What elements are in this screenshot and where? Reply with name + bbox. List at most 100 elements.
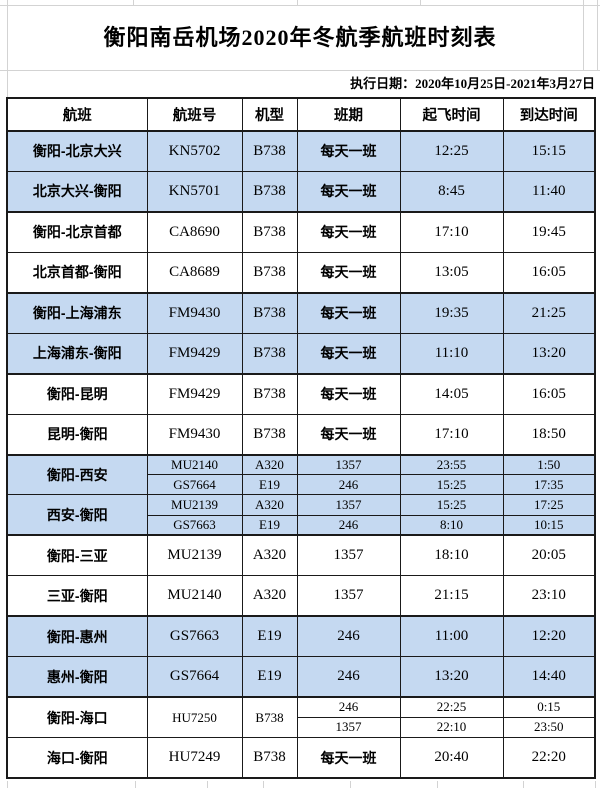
departure-cell: 8:10 — [399, 514, 504, 536]
arrival-cell: 21:25 — [502, 291, 596, 334]
arrival-cell: 13:20 — [502, 332, 596, 375]
col-header-flight-no: 航班号 — [146, 97, 243, 132]
table-row: GS7663 E19 246 8:10 10:15 — [7, 514, 596, 536]
col-header-departure: 起飞时间 — [399, 97, 504, 132]
departure-cell: 12:25 — [399, 129, 504, 172]
aircraft-cell: E19 — [241, 615, 298, 658]
departure-cell: 20:40 — [399, 737, 504, 779]
days-cell: 每天一班 — [296, 737, 401, 779]
route-cell: 上海浦东-衡阳 — [6, 332, 148, 375]
arrival-cell: 16:05 — [502, 251, 596, 294]
days-cell: 1357 — [296, 534, 401, 577]
departure-cell: 23:55 — [399, 453, 504, 476]
arrival-cell: 23:10 — [502, 575, 596, 617]
gridline — [7, 0, 8, 97]
gridline — [420, 0, 421, 5]
arrival-cell: 14:40 — [502, 656, 596, 698]
arrival-cell: 17:25 — [502, 494, 596, 516]
table-row: 衡阳-西安 MU2140 A320 1357 23:55 1:50 — [6, 453, 596, 496]
gridline — [263, 781, 264, 788]
departure-cell: 8:45 — [399, 170, 504, 213]
flight-no-cell: MU2140 — [146, 453, 243, 476]
arrival-cell: 22:20 — [502, 737, 596, 779]
flight-no-cell: GS7663 — [146, 615, 243, 658]
departure-cell: 15:25 — [399, 474, 504, 496]
route-cell: 三亚-衡阳 — [6, 575, 148, 617]
table-row: 衡阳-上海浦东 FM9430 B738 每天一班 19:35 21:25 — [6, 291, 596, 334]
days-cell: 每天一班 — [296, 372, 401, 415]
arrival-cell: 0:15 — [502, 696, 596, 718]
col-header-days: 班期 — [296, 97, 401, 132]
departure-cell: 17:10 — [399, 413, 504, 456]
flight-schedule-table: 航班 航班号 机型 班期 起飞时间 到达时间 衡阳-北京大兴 KN5702 B738… — [6, 97, 596, 779]
aircraft-cell: B738 — [241, 251, 298, 294]
route-cell: 衡阳-北京首都 — [6, 210, 148, 253]
flight-no-cell: FM9429 — [146, 372, 243, 415]
effective-date-note: 执行日期：2020年10月25日-2021年3月27日 — [350, 76, 595, 91]
aircraft-cell: B738 — [241, 332, 298, 375]
days-cell: 1357 — [296, 716, 401, 739]
arrival-cell: 20:05 — [502, 534, 596, 577]
flight-no-cell: FM9430 — [146, 291, 243, 334]
flight-no-cell: MU2140 — [146, 575, 243, 617]
gridline — [583, 0, 584, 70]
flight-no-cell: GS7664 — [146, 474, 243, 496]
aircraft-cell: A320 — [241, 534, 298, 577]
page-title: 衡阳南岳机场2020年冬航季航班时刻表 — [103, 25, 497, 50]
arrival-cell: 12:20 — [502, 615, 596, 658]
table-row: 北京大兴-衡阳 KN5701 B738 每天一班 8:45 11:40 — [6, 170, 596, 213]
flight-no-cell: GS7664 — [146, 656, 243, 698]
route-cell: 海口-衡阳 — [6, 737, 148, 779]
departure-cell: 17:10 — [399, 210, 504, 253]
days-cell: 每天一班 — [296, 170, 401, 213]
days-cell: 246 — [296, 696, 401, 718]
arrival-cell: 15:15 — [502, 129, 596, 172]
gridline — [133, 0, 134, 5]
aircraft-cell: E19 — [241, 474, 298, 496]
arrival-cell: 23:50 — [502, 716, 596, 739]
table-header-row: 航班 航班号 机型 班期 起飞时间 到达时间 — [6, 97, 596, 132]
gridline — [135, 781, 136, 788]
route-cell: 衡阳-海口 — [6, 696, 148, 739]
flight-no-cell: CA8690 — [146, 210, 243, 253]
aircraft-cell: B738 — [241, 696, 298, 739]
flight-no-cell: FM9430 — [146, 413, 243, 456]
days-cell: 每天一班 — [296, 291, 401, 334]
days-cell: 每天一班 — [296, 210, 401, 253]
arrival-cell: 10:15 — [502, 514, 596, 536]
route-cell: 衡阳-昆明 — [6, 372, 148, 415]
gridline — [523, 781, 524, 788]
route-cell: 昆明-衡阳 — [6, 413, 148, 456]
route-cell: 惠州-衡阳 — [6, 656, 148, 698]
departure-cell: 18:10 — [399, 534, 504, 577]
col-header-arrival: 到达时间 — [502, 97, 596, 132]
table-row: 昆明-衡阳 FM9430 B738 每天一班 17:10 18:50 — [6, 413, 596, 456]
days-cell: 1357 — [296, 453, 401, 476]
aircraft-cell: B738 — [241, 170, 298, 213]
departure-cell: 22:25 — [399, 696, 504, 718]
table-row: 衡阳-海口 HU7250 B738 246 22:25 0:15 — [6, 696, 596, 739]
departure-cell: 19:35 — [399, 291, 504, 334]
aircraft-cell: E19 — [241, 514, 298, 536]
days-cell: 246 — [296, 514, 401, 536]
table-row: 三亚-衡阳 MU2140 A320 1357 21:15 23:10 — [6, 575, 596, 617]
days-cell: 每天一班 — [296, 413, 401, 456]
departure-cell: 21:15 — [399, 575, 504, 617]
table-row: 惠州-衡阳 GS7664 E19 246 13:20 14:40 — [6, 656, 596, 698]
gridline — [207, 781, 208, 788]
route-cell: 衡阳-惠州 — [6, 615, 148, 658]
route-cell: 北京首都-衡阳 — [6, 251, 148, 294]
table-row: 衡阳-昆明 FM9429 B738 每天一班 14:05 16:05 — [6, 372, 596, 415]
departure-cell: 15:25 — [399, 494, 504, 516]
gridline — [7, 781, 8, 788]
days-cell: 246 — [296, 615, 401, 658]
arrival-cell: 1:50 — [502, 453, 596, 476]
col-header-route: 航班 — [6, 97, 148, 132]
flight-no-cell: GS7663 — [146, 514, 243, 536]
flight-no-cell: KN5701 — [146, 170, 243, 213]
aircraft-cell: B738 — [241, 737, 298, 779]
flight-no-cell: HU7249 — [146, 737, 243, 779]
days-cell: 1357 — [296, 494, 401, 516]
gridline — [437, 781, 438, 788]
